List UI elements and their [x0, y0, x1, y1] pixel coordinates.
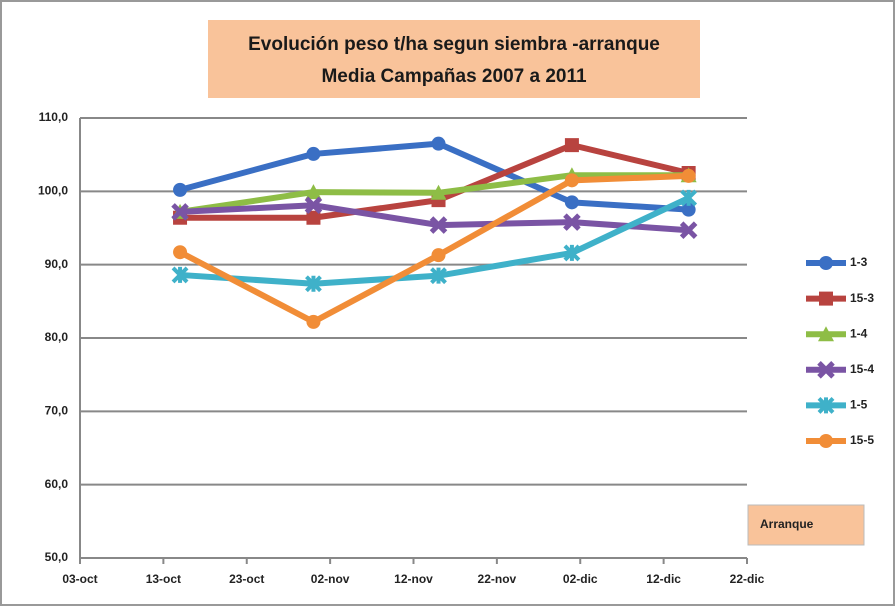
- marker: [680, 189, 698, 207]
- marker: [681, 168, 696, 183]
- x-tick-label: 02-nov: [311, 572, 350, 586]
- legend-label: 15-3: [850, 291, 874, 305]
- y-tick-label: 90,0: [45, 257, 69, 271]
- marker: [306, 146, 321, 161]
- marker: [681, 202, 696, 217]
- marker: [564, 173, 579, 188]
- marker: [171, 266, 189, 284]
- marker: [306, 210, 321, 225]
- x-tick-label: 22-dic: [730, 572, 765, 586]
- marker: [819, 256, 833, 270]
- legend-label: 1-4: [850, 326, 868, 340]
- marker: [171, 203, 189, 221]
- marker: [563, 213, 581, 231]
- marker: [564, 138, 579, 153]
- marker: [818, 326, 834, 342]
- marker: [817, 396, 835, 414]
- marker: [306, 314, 321, 329]
- marker: [431, 248, 446, 263]
- x-tick-label: 13-oct: [146, 572, 181, 586]
- annotation: Arranque: [760, 517, 814, 531]
- marker: [819, 291, 833, 306]
- x-tick-label: 23-oct: [229, 572, 264, 586]
- legend-label: 15-4: [850, 362, 874, 376]
- marker: [564, 195, 579, 210]
- marker: [173, 245, 188, 260]
- y-tick-label: 80,0: [45, 330, 69, 344]
- marker: [817, 361, 835, 379]
- chart-subtitle: Media Campañas 2007 a 2011: [321, 66, 587, 87]
- y-tick-label: 50,0: [45, 550, 69, 564]
- marker: [430, 267, 447, 285]
- x-tick-label: 22-nov: [478, 572, 517, 586]
- legend-label: 1-3: [850, 255, 868, 269]
- marker: [173, 182, 188, 197]
- marker: [304, 196, 323, 215]
- chart-title: Evolución peso t/ha segun siembra -arran…: [248, 34, 660, 55]
- marker: [305, 275, 322, 293]
- marker: [563, 244, 581, 262]
- y-tick-label: 60,0: [45, 477, 69, 491]
- legend-label: 15-5: [850, 433, 874, 447]
- y-tick-label: 100,0: [38, 184, 68, 198]
- marker: [305, 184, 322, 200]
- legend-label: 1-5: [850, 398, 868, 412]
- marker: [430, 184, 447, 200]
- x-tick-label: 02-dic: [563, 572, 598, 586]
- x-tick-label: 12-nov: [394, 572, 433, 586]
- y-tick-label: 110,0: [39, 110, 69, 124]
- annotation-box: [747, 504, 865, 546]
- x-tick-label: 03-oct: [62, 572, 97, 586]
- x-tick-label: 12-dic: [646, 572, 681, 586]
- marker: [429, 216, 448, 234]
- y-tick-label: 70,0: [45, 404, 69, 418]
- marker: [679, 221, 698, 239]
- marker: [431, 136, 446, 151]
- title-box: [208, 20, 700, 98]
- marker: [819, 434, 833, 448]
